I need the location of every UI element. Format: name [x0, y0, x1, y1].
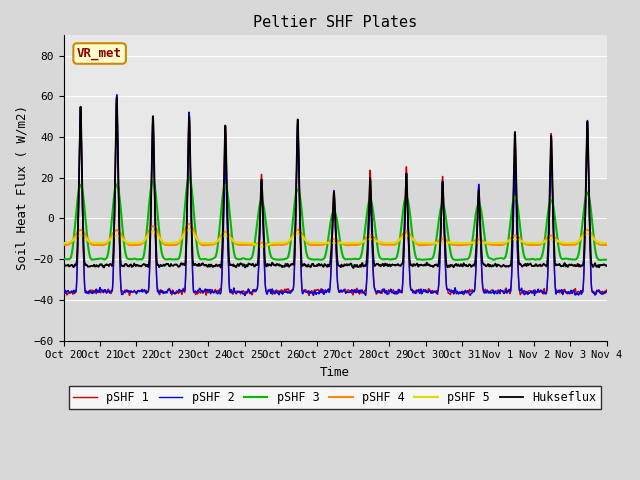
pSHF 4 [363, 234, 371, 240]
pSHF 2 [113, 92, 121, 97]
pSHF 4 [60, 242, 67, 248]
Hukseflux [351, 262, 359, 268]
pSHF 1 [363, 274, 371, 279]
pSHF 2 [493, 290, 501, 296]
Hukseflux [113, 96, 121, 101]
Hukseflux [363, 254, 371, 260]
pSHF 3 [603, 257, 611, 263]
pSHF 4 [344, 242, 351, 248]
pSHF 5 [603, 240, 611, 246]
pSHF 3 [493, 256, 500, 262]
Line: pSHF 1: pSHF 1 [63, 96, 607, 296]
pSHF 1 [60, 288, 67, 294]
pSHF 3 [363, 213, 371, 219]
Y-axis label: Soil Heat Flux ( W/m2): Soil Heat Flux ( W/m2) [15, 106, 28, 270]
pSHF 4 [555, 240, 563, 245]
pSHF 5 [555, 239, 563, 245]
pSHF 3 [185, 174, 193, 180]
Hukseflux [211, 263, 219, 269]
pSHF 5 [351, 240, 359, 246]
Line: Hukseflux: Hukseflux [63, 98, 607, 268]
pSHF 4 [211, 241, 219, 247]
pSHF 1 [351, 289, 359, 295]
pSHF 1 [555, 289, 563, 295]
Line: pSHF 4: pSHF 4 [63, 224, 607, 245]
pSHF 3 [570, 256, 578, 262]
pSHF 3 [555, 246, 563, 252]
Bar [63, 178, 607, 341]
pSHF 2 [60, 290, 67, 296]
Line: pSHF 5: pSHF 5 [63, 229, 607, 247]
pSHF 4 [493, 242, 501, 248]
Hukseflux [570, 263, 578, 268]
Line: pSHF 3: pSHF 3 [63, 177, 607, 260]
Text: VR_met: VR_met [77, 47, 122, 60]
pSHF 2 [211, 288, 219, 294]
pSHF 2 [603, 289, 611, 295]
pSHF 1 [305, 293, 313, 299]
pSHF 2 [555, 288, 563, 293]
Title: Peltier SHF Plates: Peltier SHF Plates [253, 15, 417, 30]
pSHF 5 [185, 227, 193, 232]
pSHF 3 [596, 257, 604, 263]
Hukseflux [349, 265, 357, 271]
pSHF 5 [493, 240, 501, 246]
pSHF 5 [211, 240, 219, 245]
pSHF 1 [113, 94, 120, 99]
Hukseflux [493, 263, 501, 269]
pSHF 1 [603, 287, 611, 293]
pSHF 5 [363, 237, 371, 243]
pSHF 2 [241, 293, 249, 299]
pSHF 4 [570, 242, 578, 248]
pSHF 2 [570, 288, 578, 294]
Line: pSHF 2: pSHF 2 [63, 95, 607, 296]
pSHF 5 [60, 240, 67, 246]
pSHF 4 [185, 221, 193, 227]
X-axis label: Time: Time [320, 366, 350, 379]
pSHF 5 [570, 240, 578, 246]
Bar [63, 36, 607, 178]
pSHF 1 [211, 287, 219, 292]
pSHF 3 [60, 256, 67, 262]
Hukseflux [60, 263, 67, 268]
pSHF 4 [351, 242, 359, 248]
Hukseflux [603, 263, 611, 269]
pSHF 4 [603, 242, 611, 248]
pSHF 1 [570, 288, 578, 294]
pSHF 5 [258, 244, 266, 250]
pSHF 3 [351, 256, 358, 262]
pSHF 2 [351, 287, 359, 293]
pSHF 2 [363, 275, 371, 281]
Hukseflux [555, 261, 563, 267]
pSHF 3 [211, 254, 219, 260]
pSHF 1 [493, 288, 501, 294]
Legend: pSHF 1, pSHF 2, pSHF 3, pSHF 4, pSHF 5, Hukseflux: pSHF 1, pSHF 2, pSHF 3, pSHF 4, pSHF 5, … [68, 386, 602, 408]
